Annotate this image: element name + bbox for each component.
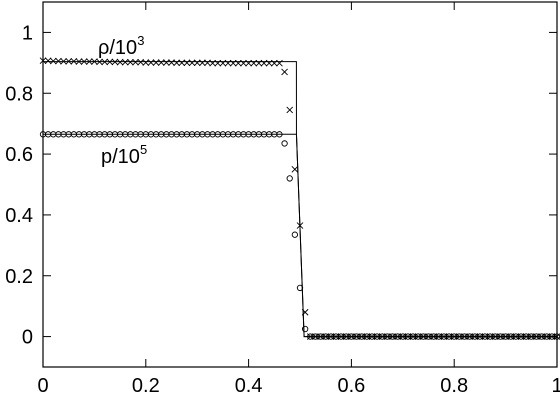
x-tick-labels: 0 0.2 0.4 0.6 0.8 1 xyxy=(37,375,560,397)
density-point xyxy=(276,59,283,67)
density-point xyxy=(183,59,191,67)
density-point xyxy=(265,59,273,67)
pressure-point xyxy=(286,175,293,182)
density-point xyxy=(209,59,216,67)
density-point xyxy=(291,165,299,173)
density-point xyxy=(127,58,134,66)
pressure-markers xyxy=(39,131,560,340)
density-point xyxy=(229,59,237,67)
x-tick-label: 0 xyxy=(37,375,48,397)
y-tick-label: 0.8 xyxy=(5,83,33,105)
pressure-point xyxy=(296,284,304,292)
density-point xyxy=(163,59,170,66)
density-solution-line xyxy=(43,61,557,338)
density-point xyxy=(199,59,206,67)
density-point xyxy=(39,57,47,65)
density-point xyxy=(142,59,150,66)
density-point xyxy=(301,308,309,316)
x-tick-label: 0.6 xyxy=(337,375,365,397)
solution-lines xyxy=(43,61,557,338)
density-point xyxy=(193,59,201,67)
x-tick-label: 0.2 xyxy=(132,375,160,397)
plot-frame xyxy=(42,1,558,368)
density-point xyxy=(178,59,186,67)
density-point xyxy=(55,57,62,65)
pressure-point xyxy=(291,231,299,238)
pressure-point xyxy=(276,131,283,138)
y-tick-label: 0 xyxy=(22,327,33,349)
density-point xyxy=(152,59,160,66)
density-point xyxy=(106,58,114,66)
density-point xyxy=(91,58,98,65)
density-point xyxy=(70,57,78,65)
density-point xyxy=(250,59,258,67)
density-point xyxy=(85,58,93,65)
density-point xyxy=(214,59,222,67)
density-point xyxy=(270,59,278,67)
density-point xyxy=(116,58,124,66)
density-point xyxy=(245,59,252,67)
density-markers xyxy=(39,57,560,340)
y-tick-labels: 0 0.2 0.4 0.6 0.8 1 xyxy=(5,22,33,348)
density-point xyxy=(157,59,165,66)
density-point xyxy=(240,59,247,67)
density-point xyxy=(137,58,144,66)
y-tick-label: 0.2 xyxy=(5,266,33,288)
density-point xyxy=(49,57,57,65)
x-tick-label: 1 xyxy=(551,375,560,397)
density-point xyxy=(121,58,129,66)
y-tick-label: 0.4 xyxy=(5,205,33,227)
density-point xyxy=(65,57,73,65)
density-point xyxy=(44,57,52,65)
axis-ticks xyxy=(42,2,558,367)
density-annotation: ρ/103 xyxy=(98,33,144,59)
density-point xyxy=(111,58,119,66)
plot-border xyxy=(42,1,558,368)
density-point xyxy=(235,59,242,67)
density-point xyxy=(132,58,139,66)
pressure-point xyxy=(281,140,288,147)
density-point xyxy=(80,58,88,65)
density-point xyxy=(168,59,175,66)
y-tick-label: 0.6 xyxy=(5,144,33,166)
density-point xyxy=(75,58,83,65)
density-point xyxy=(173,59,180,67)
density-point xyxy=(224,59,232,67)
density-point xyxy=(296,222,304,229)
density-point xyxy=(188,59,196,67)
x-tick-label: 0.8 xyxy=(440,375,468,397)
density-point xyxy=(204,59,211,67)
x-tick-label: 0.4 xyxy=(235,375,263,397)
density-point xyxy=(260,59,268,67)
density-point xyxy=(219,59,227,67)
density-point xyxy=(281,68,288,76)
density-point xyxy=(286,106,294,114)
y-tick-label: 1 xyxy=(22,22,33,44)
density-point xyxy=(60,57,67,65)
density-point xyxy=(96,58,103,66)
density-point xyxy=(101,58,108,66)
density-point xyxy=(147,59,155,66)
pressure-annotation: p/105 xyxy=(101,142,147,168)
density-point xyxy=(255,59,263,67)
pressure-point xyxy=(301,325,309,333)
